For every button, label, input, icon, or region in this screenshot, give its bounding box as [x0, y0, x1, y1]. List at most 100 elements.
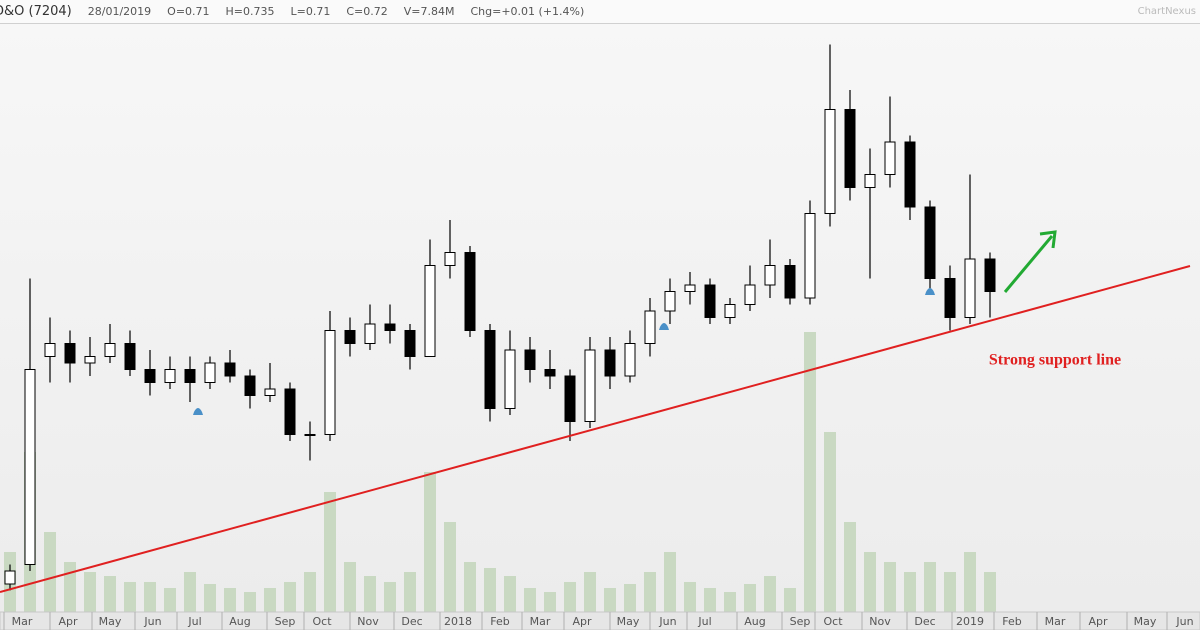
x-tick-label: May: [1134, 615, 1157, 628]
candle-body: [584, 349, 596, 422]
x-tick-label: Mar: [12, 615, 33, 628]
candle-body: [144, 369, 156, 383]
x-tick-label: Aug: [744, 615, 765, 628]
x-tick-label: Jun: [1175, 615, 1193, 628]
volume-bar: [904, 572, 916, 612]
candle-body: [724, 304, 736, 318]
volume-bar: [284, 582, 296, 612]
volume-bar: [764, 576, 776, 612]
volume-bar: [164, 588, 176, 612]
volume-bar: [484, 568, 496, 612]
candle-body: [824, 109, 836, 214]
volume-bar: [244, 592, 256, 612]
candle-body: [164, 369, 176, 383]
volume-bar: [604, 588, 616, 612]
volume-bar: [324, 492, 336, 612]
candle-body: [424, 265, 436, 357]
candle-body: [384, 323, 396, 331]
x-tick-label: Jul: [187, 615, 201, 628]
candle-body: [784, 265, 796, 299]
candle-body: [644, 310, 656, 344]
candle-body: [544, 369, 556, 377]
candle-body: [444, 252, 456, 266]
x-tick-label: Oct: [823, 615, 843, 628]
change-label: Chg=+0.01 (+1.4%): [470, 5, 585, 18]
volume-bar: [984, 572, 996, 612]
volume-bar: [524, 588, 536, 612]
candle-layer: [4, 44, 996, 591]
candle-body: [264, 388, 276, 396]
candle-body: [684, 284, 696, 292]
x-tick-label: Jun: [143, 615, 161, 628]
candle-body: [844, 109, 856, 188]
volume-bar: [124, 582, 136, 612]
x-tick-label: Dec: [401, 615, 422, 628]
volume-bar: [704, 588, 716, 612]
candle-body: [344, 330, 356, 344]
annotation: Strong support line: [989, 352, 1121, 369]
candle-body: [104, 343, 116, 357]
candle-body: [864, 174, 876, 188]
bell-icon: [193, 408, 203, 415]
volume-bar: [864, 552, 876, 612]
x-tick-label: Sep: [790, 615, 811, 628]
candle-body: [124, 343, 136, 370]
close-label: C=0.72: [346, 5, 388, 18]
candle-body: [744, 284, 756, 305]
volume-bar: [584, 572, 596, 612]
volume-bar: [624, 584, 636, 612]
x-tick-label: Mar: [530, 615, 551, 628]
candle-body: [304, 434, 316, 436]
candle-body: [364, 323, 376, 344]
candle-body: [44, 343, 56, 357]
candle-body: [224, 362, 236, 377]
x-tick-label: Apr: [572, 615, 592, 628]
volume-bar: [824, 432, 836, 612]
candle-body: [284, 388, 296, 435]
plot-background: [0, 24, 1200, 612]
candle-body: [624, 343, 636, 377]
volume-label: V=7.84M: [403, 5, 455, 18]
x-tick-label: May: [99, 615, 122, 628]
volume-bar: [644, 572, 656, 612]
chart: Strong support line Mar Apr May Jun Jul Aug Se…: [0, 24, 1200, 630]
volume-bar: [344, 562, 356, 612]
volume-bar: [784, 588, 796, 612]
candle-body: [184, 369, 196, 383]
volume-bar: [84, 572, 96, 612]
candle-body: [64, 343, 76, 364]
open-label: O=0.71: [167, 5, 210, 18]
date: 28/01/2019: [87, 5, 152, 18]
candle-body: [924, 206, 936, 279]
candle-body: [484, 330, 496, 409]
x-tick-label: 2018: [444, 615, 472, 628]
candle-body: [24, 369, 36, 565]
x-axis-bar: [0, 611, 1200, 630]
x-tick-label: Jul: [697, 615, 711, 628]
volume-bar: [304, 572, 316, 612]
candle-body: [944, 278, 956, 318]
low-label: L=0.71: [290, 5, 331, 18]
x-tick-label: Oct: [312, 615, 332, 628]
volume-bar: [804, 332, 816, 612]
candle-body: [324, 330, 336, 435]
volume-bar: [744, 584, 756, 612]
x-tick-label: Mar: [1045, 615, 1066, 628]
volume-bar: [884, 562, 896, 612]
x-tick-label: Feb: [490, 615, 509, 628]
support-line: [0, 265, 1191, 593]
volume-bar: [464, 562, 476, 612]
x-tick-label: Sep: [275, 615, 296, 628]
candle-body: [524, 349, 536, 370]
candle-body: [564, 375, 576, 422]
volume-bar: [844, 522, 856, 612]
volume-bar: [44, 532, 56, 612]
volume-bar: [184, 572, 196, 612]
arrow-shaft: [1003, 235, 1054, 293]
x-tick-label: Feb: [1002, 615, 1021, 628]
candle-body: [984, 258, 996, 292]
candle-body: [904, 141, 916, 208]
volume-bar: [224, 588, 236, 612]
bell-icon: [925, 288, 935, 295]
